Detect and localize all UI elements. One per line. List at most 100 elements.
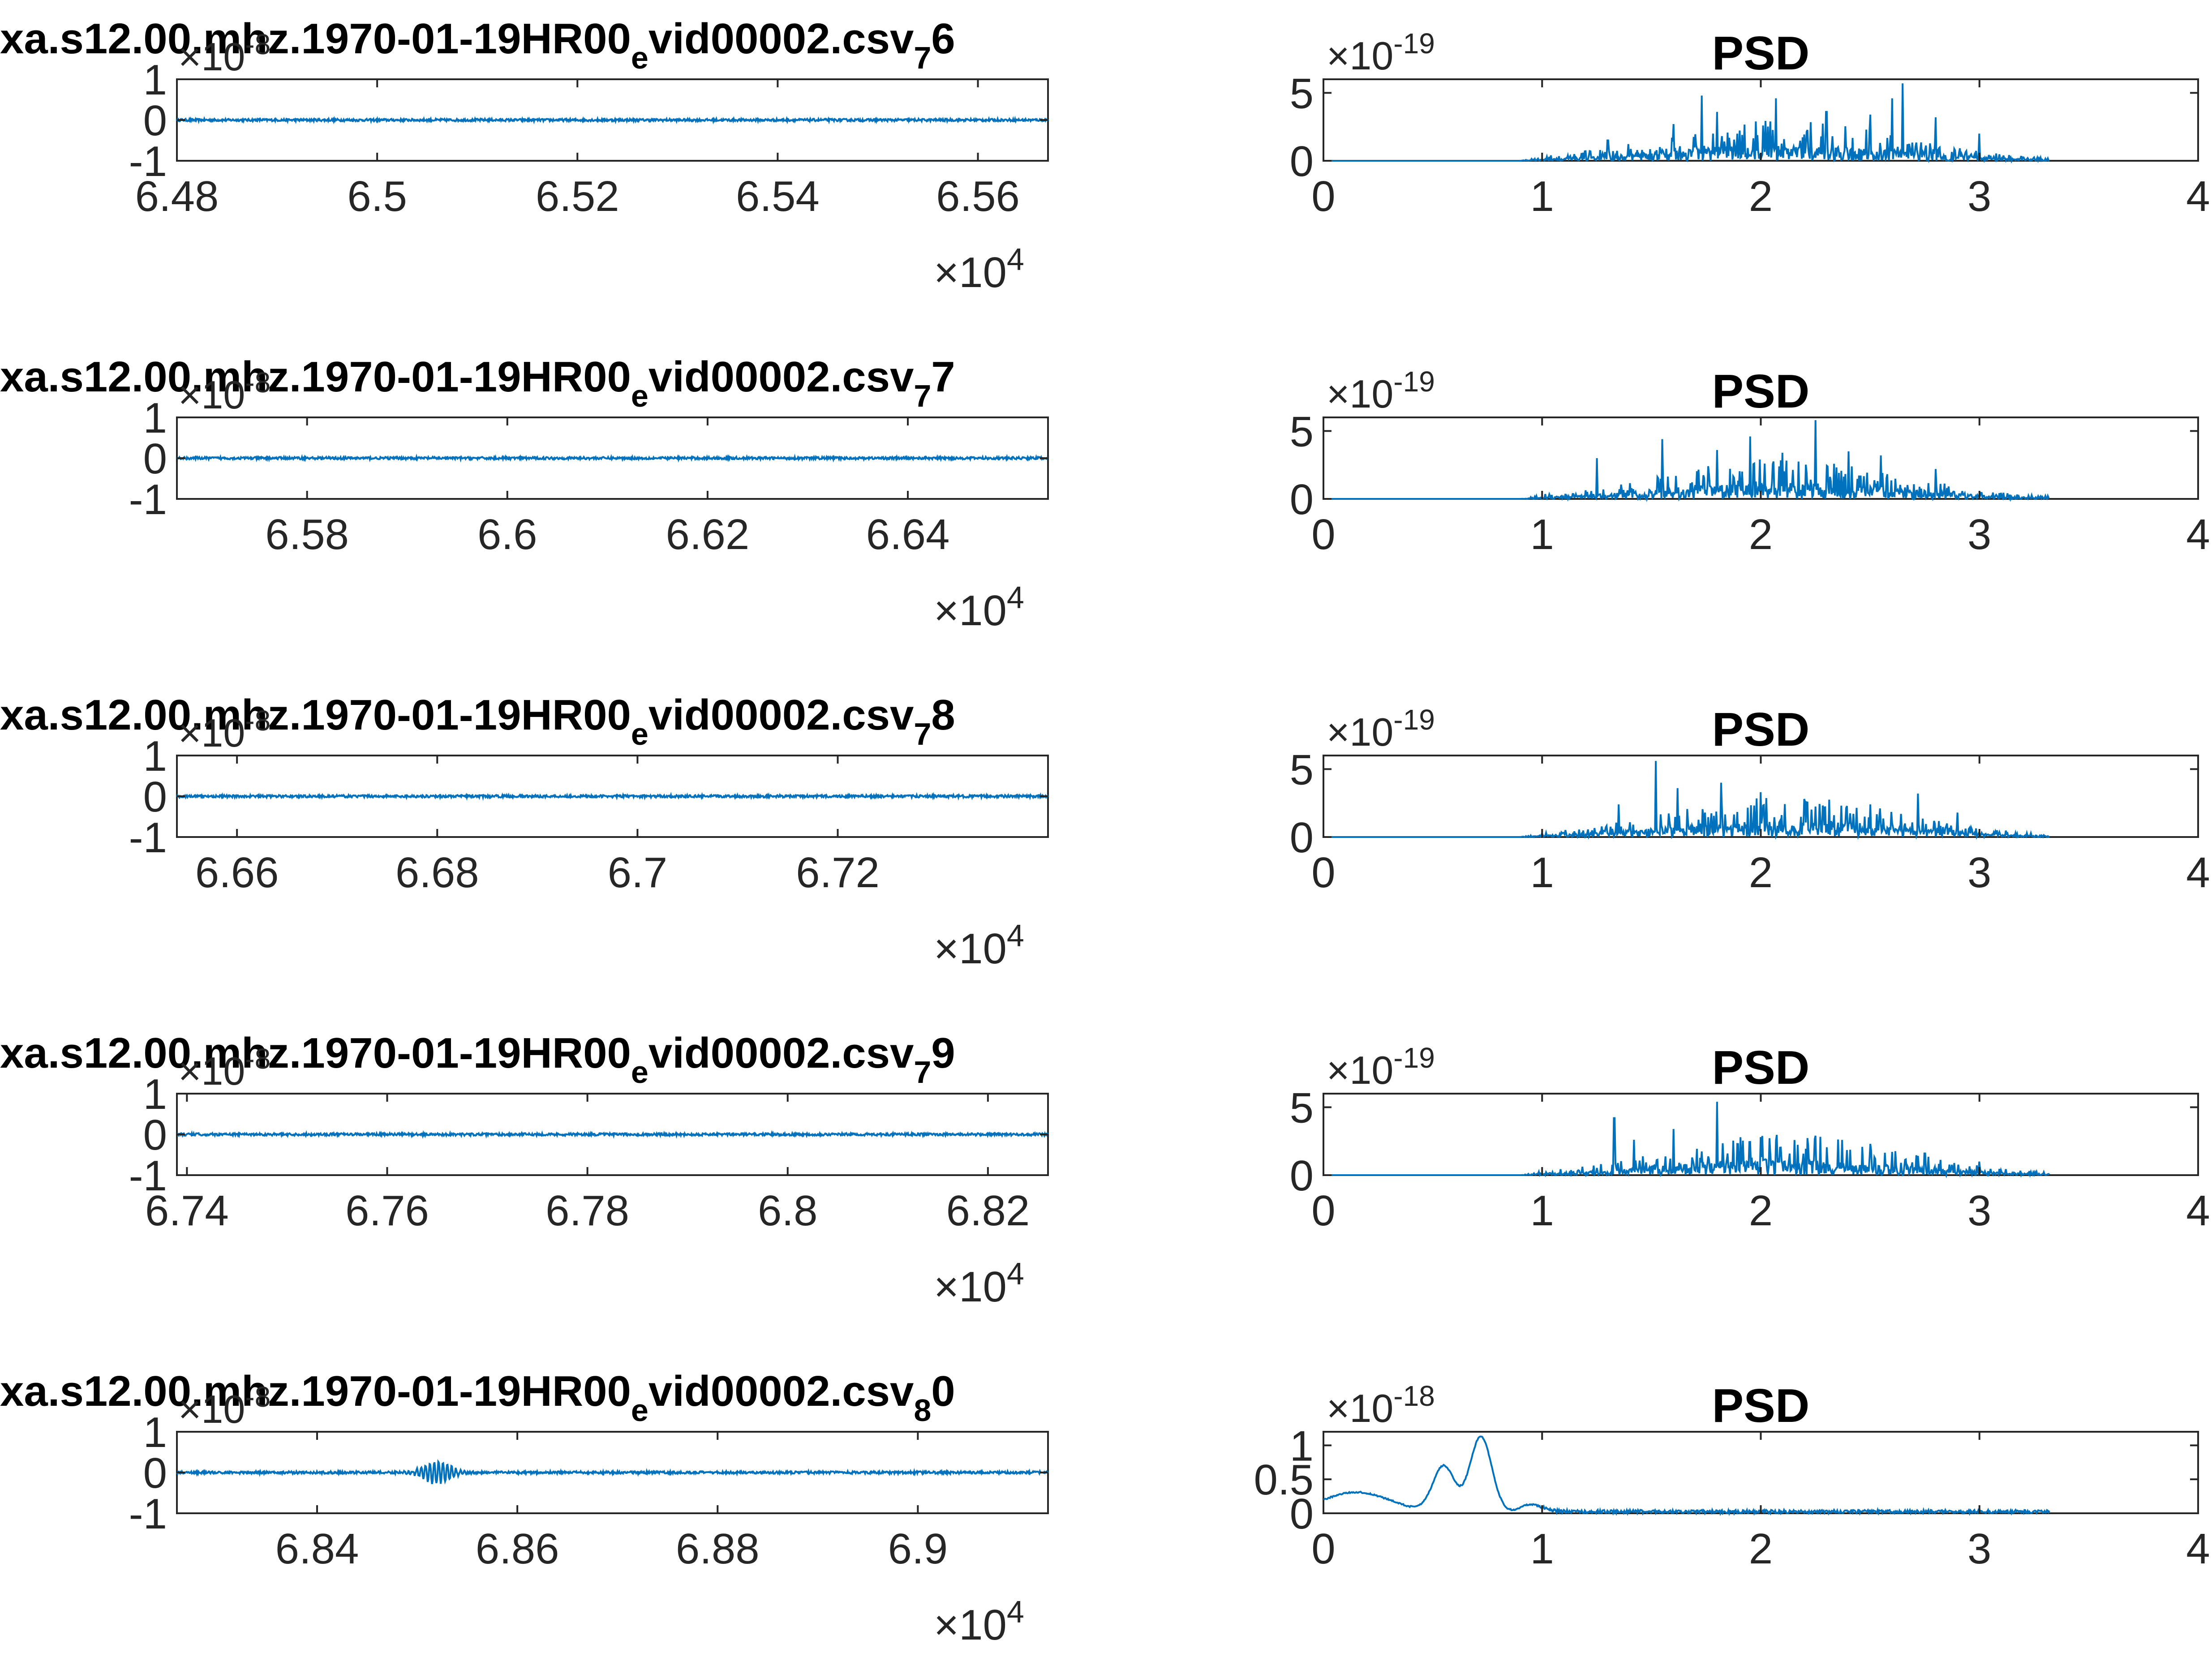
signal-x-exponent-base: ×10 <box>934 1263 1007 1311</box>
psd-y-exponent: ×10-19 <box>1327 1042 1435 1092</box>
row-r6: xa.s12.00.mhz.1970-01-19HR00evid00002.cs… <box>0 15 2210 296</box>
row-r8: xa.s12.00.mhz.1970-01-19HR00evid00002.cs… <box>0 691 2210 973</box>
psd-xtick-label: 3 <box>1967 1187 1991 1235</box>
signal-title: xa.s12.00.mhz.1970-01-19HR00evid00002.cs… <box>0 15 955 75</box>
signal-y-exponent-base: ×10 <box>178 1387 245 1431</box>
signal-xtick-label: 6.72 <box>796 849 880 897</box>
psd-y-exponent-power: -19 <box>1393 27 1435 60</box>
signal-plot: xa.s12.00.mhz.1970-01-19HR00evid00002.cs… <box>0 353 1049 635</box>
signal-y-exponent-base: ×10 <box>178 34 245 79</box>
psd-xtick-label: 2 <box>1749 511 1773 558</box>
psd-title: PSD <box>1712 1041 1810 1094</box>
psd-xtick-label: 1 <box>1530 849 1554 897</box>
row-r9: xa.s12.00.mhz.1970-01-19HR00evid00002.cs… <box>0 1029 2210 1311</box>
psd-ytick-label: 5 <box>1290 1084 1314 1132</box>
psd-xtick-label: 1 <box>1530 511 1554 558</box>
signal-x-exponent-base: ×10 <box>934 587 1007 635</box>
signal-xtick-label: 6.62 <box>666 511 749 558</box>
psd-y-exponent-base: ×10 <box>1327 34 1393 78</box>
signal-title-sub2: 7 <box>914 378 931 413</box>
signal-ytick-label: 0 <box>143 1111 167 1159</box>
signal-xtick-label: 6.64 <box>866 511 950 558</box>
signal-xtick-label: 6.8 <box>758 1187 817 1235</box>
signal-ytick-label: 1 <box>143 394 167 442</box>
signal-title-main: xa.s12.00.mhz.1970-01-19HR00 <box>0 1029 631 1077</box>
signal-title-mid: vid00002.csv <box>649 691 914 739</box>
psd-xtick-label: 1 <box>1530 172 1554 220</box>
signal-y-exponent-base: ×10 <box>178 373 245 417</box>
signal-plot: xa.s12.00.mhz.1970-01-19HR00evid00002.cs… <box>0 691 1049 973</box>
signal-title-sub: e <box>631 1393 649 1428</box>
psd-line <box>1323 761 2050 840</box>
signal-xtick-label: 6.86 <box>476 1525 559 1573</box>
signal-y-exponent-power: -8 <box>245 1043 271 1075</box>
signal-ytick-label: 0 <box>143 1449 167 1497</box>
psd-xtick-label: 2 <box>1749 1525 1773 1573</box>
psd-xtick-label: 0 <box>1311 172 1335 220</box>
signal-title: xa.s12.00.mhz.1970-01-19HR00evid00002.cs… <box>0 353 955 413</box>
signal-x-exponent-power: 4 <box>1007 1256 1024 1291</box>
psd-xtick-label: 3 <box>1967 172 1991 220</box>
signal-x-exponent: ×104 <box>934 1256 1024 1311</box>
psd-y-exponent-base: ×10 <box>1327 372 1393 416</box>
signal-x-exponent: ×104 <box>934 580 1024 635</box>
signal-title-sub2: 7 <box>914 1055 931 1090</box>
row-r80: xa.s12.00.mhz.1970-01-19HR00evid00002.cs… <box>0 1367 2210 1649</box>
psd-plot: PSD ×10-19 0 1 2 3 4 0 5 <box>1290 365 2210 558</box>
signal-title: xa.s12.00.mhz.1970-01-19HR00evid00002.cs… <box>0 691 955 751</box>
signal-xtick-label: 6.5 <box>347 172 407 220</box>
signal-xtick-label: 6.48 <box>135 172 219 220</box>
signal-title: xa.s12.00.mhz.1970-01-19HR00evid00002.cs… <box>0 1029 955 1090</box>
signal-x-exponent: ×104 <box>934 918 1024 973</box>
psd-xtick-label: 2 <box>1749 849 1773 897</box>
signal-plot: xa.s12.00.mhz.1970-01-19HR00evid00002.cs… <box>0 15 1049 296</box>
psd-axes <box>1323 1431 2199 1514</box>
psd-y-exponent-base: ×10 <box>1327 1386 1393 1430</box>
signal-xtick-label: 6.76 <box>345 1187 429 1235</box>
psd-xtick-label: 4 <box>2186 511 2210 558</box>
psd-ytick-label: 5 <box>1290 408 1314 455</box>
signal-xtick-label: 6.74 <box>145 1187 229 1235</box>
signal-xtick-label: 6.56 <box>936 172 1020 220</box>
signal-y-exponent-power: -8 <box>245 704 271 737</box>
psd-xtick-label: 3 <box>1967 1525 1991 1573</box>
psd-title: PSD <box>1712 365 1810 418</box>
psd-y-exponent-base: ×10 <box>1327 710 1393 754</box>
signal-y-exponent-base: ×10 <box>178 711 245 755</box>
psd-ytick-label: 5 <box>1290 69 1314 117</box>
psd-title: PSD <box>1712 703 1810 756</box>
psd-xtick-label: 0 <box>1311 511 1335 558</box>
signal-title-end: 6 <box>931 15 955 63</box>
signal-title-main: xa.s12.00.mhz.1970-01-19HR00 <box>0 15 631 63</box>
signal-ytick-label: 1 <box>143 56 167 104</box>
signal-xtick-label: 6.9 <box>888 1525 948 1573</box>
signal-title: xa.s12.00.mhz.1970-01-19HR00evid00002.cs… <box>0 1367 955 1428</box>
signal-xtick-label: 6.6 <box>477 511 537 558</box>
psd-xtick-label: 1 <box>1530 1525 1554 1573</box>
signal-ytick-label: -1 <box>129 1152 167 1200</box>
psd-line <box>1323 1435 2050 1516</box>
signal-title-main: xa.s12.00.mhz.1970-01-19HR00 <box>0 1367 631 1415</box>
psd-y-exponent-power: -19 <box>1393 704 1435 736</box>
signal-line <box>176 453 1048 463</box>
signal-title-end: 7 <box>931 353 955 401</box>
signal-ytick-label: -1 <box>129 137 167 185</box>
signal-xtick-label: 6.66 <box>195 849 279 897</box>
signal-title-end: 0 <box>931 1367 955 1415</box>
signal-x-exponent-base: ×10 <box>934 925 1007 973</box>
signal-x-exponent-power: 4 <box>1007 1594 1024 1629</box>
signal-y-exponent: ×10-8 <box>178 28 271 79</box>
signal-title-sub2: 7 <box>914 40 931 75</box>
signal-title-end: 9 <box>931 1029 955 1077</box>
signal-ytick-label: 0 <box>143 773 167 821</box>
psd-plot: PSD ×10-19 0 1 2 3 4 0 5 <box>1290 27 2210 220</box>
row-r7: xa.s12.00.mhz.1970-01-19HR00evid00002.cs… <box>0 353 2210 635</box>
signal-y-exponent: ×10-8 <box>178 1381 271 1431</box>
psd-ytick-label: 1 <box>1290 1422 1314 1470</box>
psd-line <box>1323 83 2050 164</box>
signal-title-main: xa.s12.00.mhz.1970-01-19HR00 <box>0 691 631 739</box>
psd-plot: PSD ×10-19 0 1 2 3 4 0 5 <box>1290 1041 2210 1235</box>
signal-title-mid: vid00002.csv <box>649 1367 914 1415</box>
signal-title-sub: e <box>631 1055 649 1090</box>
signal-line <box>176 116 1049 125</box>
